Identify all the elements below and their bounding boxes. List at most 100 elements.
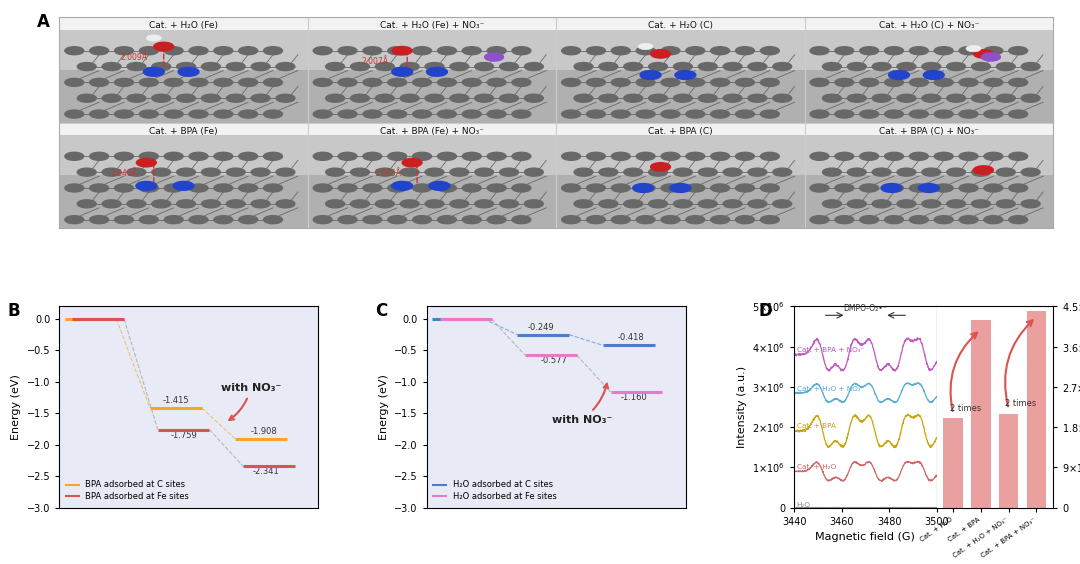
Circle shape — [376, 200, 394, 208]
Circle shape — [388, 215, 407, 224]
Circle shape — [462, 47, 482, 55]
Circle shape — [512, 47, 531, 55]
Circle shape — [153, 42, 174, 51]
Circle shape — [147, 35, 161, 41]
Circle shape — [675, 70, 696, 80]
Circle shape — [485, 53, 503, 61]
Circle shape — [760, 110, 780, 118]
Circle shape — [674, 94, 692, 102]
Circle shape — [947, 168, 966, 176]
Text: Cat. + H₂O (Fe): Cat. + H₂O (Fe) — [149, 21, 218, 30]
Circle shape — [873, 168, 891, 176]
Circle shape — [748, 63, 767, 70]
Circle shape — [760, 152, 780, 160]
Circle shape — [413, 215, 432, 224]
Circle shape — [313, 184, 333, 192]
Bar — [805, 175, 1053, 228]
Text: C: C — [375, 302, 388, 320]
Circle shape — [586, 110, 606, 118]
Circle shape — [686, 110, 705, 118]
Circle shape — [984, 184, 1003, 192]
Circle shape — [922, 63, 941, 70]
Circle shape — [276, 168, 295, 176]
Circle shape — [624, 168, 643, 176]
Circle shape — [670, 183, 691, 192]
Circle shape — [959, 47, 978, 55]
Circle shape — [177, 200, 195, 208]
Circle shape — [114, 110, 134, 118]
Circle shape — [661, 215, 680, 224]
Circle shape — [835, 110, 854, 118]
Circle shape — [860, 184, 879, 192]
Circle shape — [500, 63, 518, 70]
Circle shape — [264, 184, 283, 192]
Circle shape — [947, 63, 966, 70]
Legend: BPA adsorbed at C sites, BPA adsorbed at Fe sites: BPA adsorbed at C sites, BPA adsorbed at… — [64, 478, 191, 504]
Circle shape — [214, 78, 233, 86]
Circle shape — [611, 184, 631, 192]
Circle shape — [426, 94, 444, 102]
Circle shape — [164, 184, 184, 192]
Circle shape — [388, 78, 407, 86]
Circle shape — [848, 200, 866, 208]
Circle shape — [227, 94, 245, 102]
Circle shape — [638, 43, 653, 50]
Circle shape — [462, 184, 482, 192]
Circle shape — [835, 78, 854, 86]
Circle shape — [512, 110, 531, 118]
Text: A: A — [37, 13, 50, 30]
Circle shape — [239, 110, 258, 118]
Circle shape — [760, 215, 780, 224]
Circle shape — [897, 63, 916, 70]
Circle shape — [90, 152, 109, 160]
Circle shape — [760, 78, 780, 86]
Circle shape — [959, 215, 978, 224]
Circle shape — [114, 215, 134, 224]
Text: -0.418: -0.418 — [618, 333, 645, 342]
Circle shape — [525, 63, 543, 70]
Circle shape — [624, 200, 643, 208]
Circle shape — [599, 63, 618, 70]
Circle shape — [735, 152, 755, 160]
Legend: H₂O adsorbed at C sites, H₂O adsorbed at Fe sites: H₂O adsorbed at C sites, H₂O adsorbed at… — [431, 478, 559, 504]
Circle shape — [848, 168, 866, 176]
Circle shape — [363, 110, 382, 118]
Circle shape — [636, 110, 656, 118]
Circle shape — [189, 215, 208, 224]
Circle shape — [264, 47, 283, 55]
Circle shape — [189, 152, 208, 160]
Circle shape — [189, 184, 208, 192]
Circle shape — [922, 168, 941, 176]
Circle shape — [376, 168, 394, 176]
Circle shape — [984, 215, 1003, 224]
Circle shape — [562, 215, 581, 224]
Circle shape — [252, 94, 270, 102]
Circle shape — [724, 63, 742, 70]
Y-axis label: Intensity (a.u.): Intensity (a.u.) — [737, 366, 747, 448]
Circle shape — [636, 152, 656, 160]
Circle shape — [735, 110, 755, 118]
Circle shape — [413, 152, 432, 160]
Circle shape — [500, 200, 518, 208]
Circle shape — [860, 47, 879, 55]
Text: Cat. + BPA (Fe): Cat. + BPA (Fe) — [149, 127, 218, 136]
Circle shape — [810, 47, 829, 55]
Circle shape — [611, 110, 631, 118]
Circle shape — [686, 152, 705, 160]
Circle shape — [276, 94, 295, 102]
Circle shape — [252, 200, 270, 208]
Circle shape — [392, 46, 413, 55]
Circle shape — [934, 47, 954, 55]
Circle shape — [1009, 184, 1028, 192]
Circle shape — [338, 110, 357, 118]
Circle shape — [699, 168, 717, 176]
Circle shape — [735, 215, 755, 224]
Circle shape — [500, 94, 518, 102]
Circle shape — [997, 200, 1015, 208]
Circle shape — [649, 200, 667, 208]
Circle shape — [401, 94, 419, 102]
Circle shape — [611, 152, 631, 160]
Circle shape — [152, 168, 171, 176]
Circle shape — [388, 47, 407, 55]
Circle shape — [376, 63, 394, 70]
